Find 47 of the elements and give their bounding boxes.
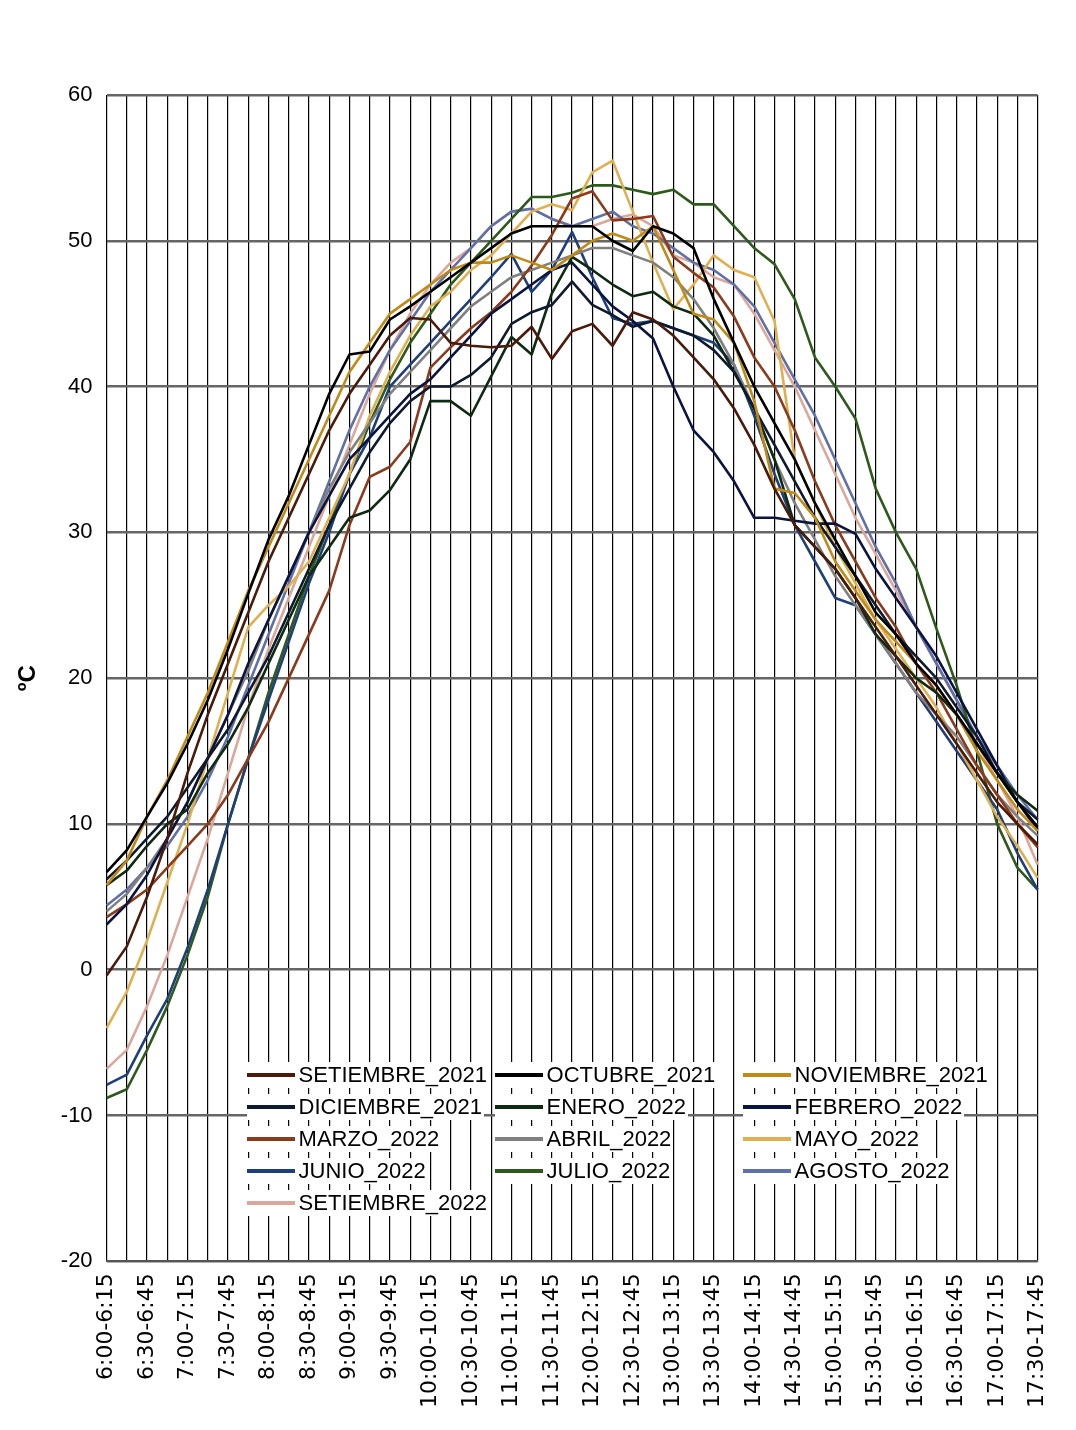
x-tick-label: 9:30-9:45 [375, 1273, 401, 1381]
x-tick-label: 10:30-10:45 [456, 1273, 482, 1409]
legend-label: SETIEMBRE_2022 [298, 1190, 487, 1217]
x-tick-label: 17:30-17:45 [1023, 1273, 1049, 1409]
x-tick-label: 12:30-12:45 [618, 1273, 644, 1409]
legend-label: ABRIL_2022 [546, 1126, 672, 1153]
x-tick-label: 15:30-15:45 [861, 1273, 887, 1409]
legend-label: MARZO_2022 [298, 1126, 440, 1153]
y-axis-title: ºC [13, 665, 41, 692]
x-tick-label: 16:00-16:15 [901, 1273, 927, 1409]
x-tick-label: 11:30-11:45 [537, 1273, 563, 1409]
y-tick-label: -10 [60, 1101, 93, 1127]
legend-label: SETIEMBRE_2021 [298, 1062, 487, 1089]
x-tick-label: 11:00-11:15 [497, 1273, 523, 1409]
y-tick-label: 30 [68, 518, 93, 544]
y-tick-label: 20 [68, 664, 93, 690]
legend-label: JUNIO_2022 [298, 1158, 426, 1185]
legend-label: AGOSTO_2022 [794, 1158, 950, 1185]
legend-label: ENERO_2022 [546, 1094, 687, 1121]
y-tick-label: 50 [68, 226, 93, 252]
legend-label: DICIEMBRE_2021 [298, 1094, 483, 1121]
x-tick-label: 8:30-8:45 [294, 1273, 320, 1381]
x-tick-label: 17:00-17:15 [982, 1273, 1008, 1409]
y-tick-label: -20 [60, 1247, 93, 1273]
x-tick-label: 14:30-14:45 [780, 1273, 806, 1409]
x-tick-label: 13:30-13:45 [699, 1273, 725, 1409]
x-tick-label: 9:00-9:15 [335, 1273, 361, 1381]
y-tick-label: 10 [68, 809, 93, 835]
x-tick-label: 6:00-6:15 [92, 1273, 118, 1381]
legend-label: MAYO_2022 [794, 1126, 919, 1153]
x-tick-label: 16:30-16:45 [942, 1273, 968, 1409]
x-tick-label: 6:30-6:45 [132, 1273, 158, 1381]
legend-label: JULIO_2022 [546, 1158, 671, 1185]
x-tick-label: 12:00-12:15 [578, 1273, 604, 1409]
legend-label: NOVIEMBRE_2021 [794, 1062, 988, 1089]
x-tick-label: 8:00-8:15 [254, 1273, 280, 1381]
x-tick-label: 15:00-15:15 [820, 1273, 846, 1409]
y-tick-label: 40 [68, 372, 93, 398]
y-tick-label: 0 [80, 955, 93, 981]
y-tick-label: 60 [68, 81, 93, 107]
x-tick-label: 7:00-7:15 [173, 1273, 199, 1381]
x-tick-label: 7:30-7:45 [213, 1273, 239, 1381]
x-tick-label: 14:00-14:15 [739, 1273, 765, 1409]
legend-label: FEBRERO_2022 [794, 1094, 963, 1121]
x-tick-label: 10:00-10:15 [416, 1273, 442, 1409]
legend-label: OCTUBRE_2021 [546, 1062, 716, 1089]
x-tick-label: 13:00-13:15 [659, 1273, 685, 1409]
